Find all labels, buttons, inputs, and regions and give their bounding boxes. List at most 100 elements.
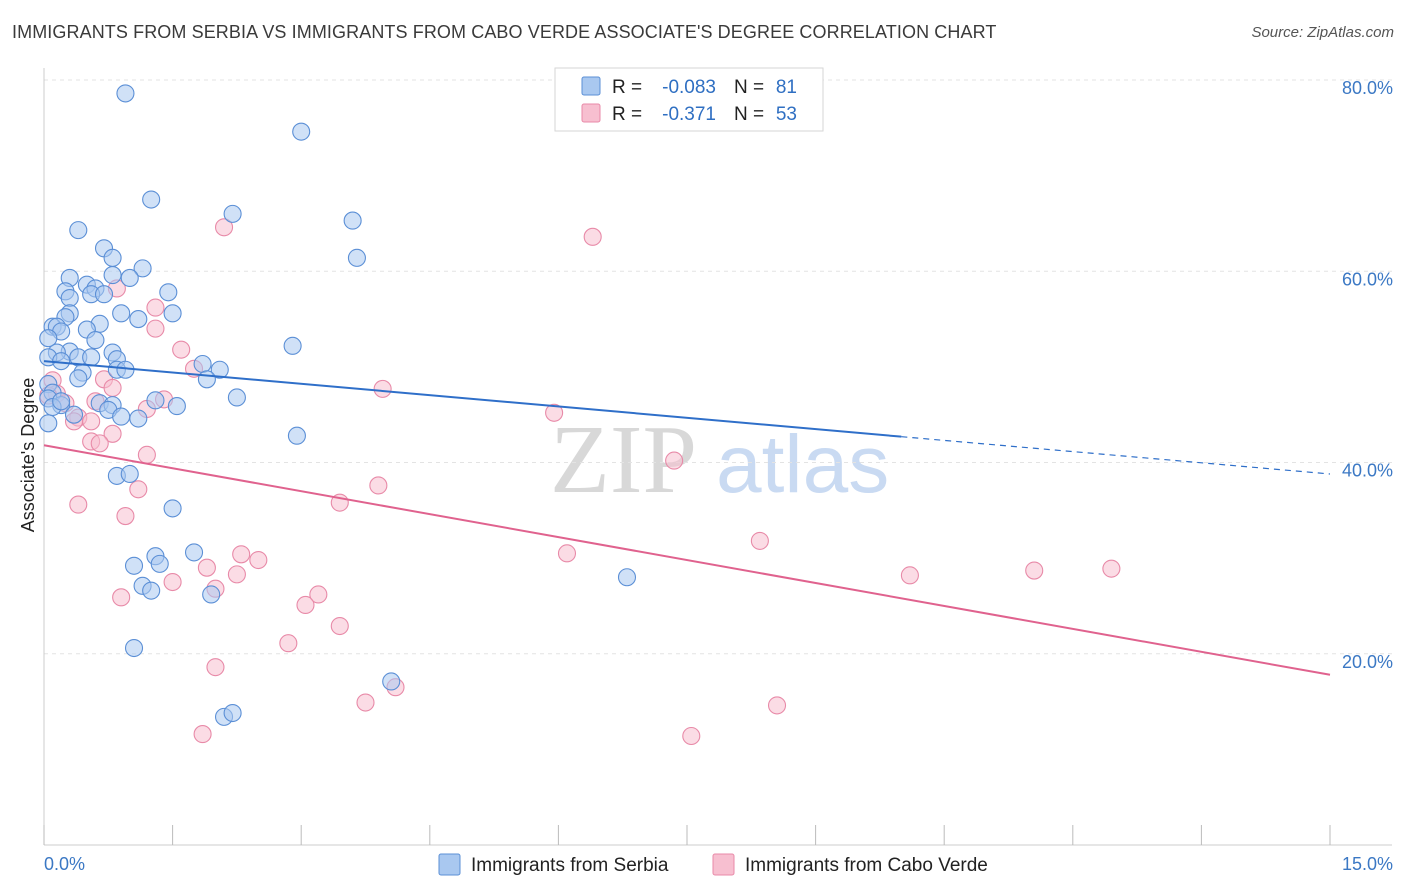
chart-title: IMMIGRANTS FROM SERBIA VS IMMIGRANTS FRO… bbox=[12, 22, 997, 42]
caboverde-point bbox=[103, 424, 122, 443]
serbia-point bbox=[39, 414, 58, 433]
serbia-point bbox=[223, 204, 242, 223]
trend-lines bbox=[43, 360, 1331, 676]
caboverde-point bbox=[82, 412, 101, 431]
serbia-point bbox=[347, 248, 366, 267]
serbia-point bbox=[343, 211, 362, 230]
serbia-point bbox=[86, 331, 105, 350]
legend-r-label-caboverde: R = bbox=[612, 104, 642, 125]
y-tick-label: 20.0% bbox=[1342, 652, 1393, 672]
legend-n-label-serbia: N = bbox=[734, 77, 764, 98]
bottom-legend-swatch-caboverde bbox=[712, 853, 735, 876]
serbia-point bbox=[150, 554, 169, 573]
caboverde-point bbox=[750, 531, 769, 550]
caboverde-point bbox=[146, 298, 165, 317]
caboverde-point bbox=[214, 218, 234, 237]
serbia-point bbox=[60, 288, 79, 308]
caboverde-point bbox=[900, 566, 919, 585]
gridlines bbox=[44, 79, 1392, 655]
serbia-point bbox=[210, 360, 229, 379]
legend-r-value-caboverde: -0.371 bbox=[662, 104, 716, 125]
legend-r-label-serbia: R = bbox=[612, 77, 642, 98]
y-tick-label: 80.0% bbox=[1342, 78, 1393, 98]
caboverde-point bbox=[227, 565, 246, 584]
caboverde-point bbox=[103, 378, 122, 397]
caboverde-point bbox=[193, 725, 212, 744]
serbia-point bbox=[103, 266, 122, 285]
serbia-point bbox=[52, 392, 71, 411]
serbia-point bbox=[197, 370, 216, 389]
serbia-point bbox=[146, 391, 165, 410]
y-tick-label: 40.0% bbox=[1342, 461, 1393, 481]
x-tick-label-min: 0.0% bbox=[44, 854, 85, 874]
caboverde-point bbox=[369, 476, 388, 495]
legend-swatch-caboverde bbox=[581, 103, 601, 123]
serbia-point bbox=[69, 369, 88, 388]
serbia-point bbox=[287, 426, 306, 445]
serbia-point bbox=[129, 310, 148, 329]
y-tick-label: 60.0% bbox=[1342, 269, 1393, 289]
y-axis-title: Associate's Degree bbox=[18, 378, 38, 533]
serbia-points bbox=[39, 84, 782, 726]
legend-n-label-caboverde: N = bbox=[734, 104, 764, 125]
legend-swatch-serbia bbox=[581, 76, 601, 96]
caboverde-point bbox=[137, 445, 156, 464]
serbia-point bbox=[163, 304, 182, 323]
serbia-point bbox=[116, 84, 135, 103]
legend-n-value-caboverde: 53 bbox=[776, 104, 797, 125]
serbia-point bbox=[167, 397, 186, 416]
serbia-point bbox=[69, 221, 88, 240]
caboverde-point bbox=[172, 340, 191, 359]
serbia-point bbox=[163, 499, 182, 518]
caboverde-point bbox=[545, 403, 564, 422]
serbia-trend-extension bbox=[901, 436, 1331, 475]
serbia-point bbox=[120, 464, 139, 484]
serbia-point bbox=[382, 672, 401, 691]
caboverde-point bbox=[356, 693, 375, 712]
caboverde-point bbox=[197, 558, 216, 577]
caboverde-point bbox=[249, 550, 268, 570]
serbia-point bbox=[112, 304, 131, 323]
caboverde-point bbox=[206, 658, 225, 677]
serbia-point bbox=[94, 285, 114, 304]
caboverde-point bbox=[116, 506, 135, 526]
caboverde-point bbox=[232, 545, 251, 564]
serbia-point bbox=[223, 703, 242, 723]
caboverde-point bbox=[767, 696, 787, 715]
caboverde-point bbox=[163, 572, 182, 592]
serbia-point bbox=[82, 348, 101, 367]
legend-r-value-serbia: -0.083 bbox=[662, 77, 716, 98]
caboverde-point bbox=[682, 726, 701, 746]
serbia-point bbox=[103, 248, 122, 267]
x-tick-label-max: 15.0% bbox=[1342, 854, 1393, 874]
series-legend: Immigrants from Serbia Immigrants from C… bbox=[438, 853, 988, 876]
serbia-point bbox=[129, 409, 148, 428]
serbia-point bbox=[184, 543, 204, 562]
caboverde-point bbox=[583, 227, 602, 246]
caboverde-point bbox=[69, 495, 88, 514]
serbia-point bbox=[124, 556, 144, 575]
serbia-point bbox=[39, 329, 58, 348]
caboverde-point bbox=[112, 588, 131, 607]
watermark-atlas: atlas bbox=[716, 419, 889, 510]
serbia-point bbox=[120, 268, 139, 287]
serbia-point bbox=[283, 336, 302, 355]
legend-n-value-serbia: 81 bbox=[776, 77, 797, 98]
serbia-point bbox=[112, 407, 131, 426]
serbia-point bbox=[142, 581, 161, 600]
caboverde-point bbox=[373, 379, 392, 398]
bottom-legend-swatch-serbia bbox=[438, 853, 461, 876]
serbia-point bbox=[159, 283, 178, 302]
caboverde-point bbox=[129, 480, 148, 499]
caboverde-point bbox=[1102, 559, 1121, 578]
caboverde-point bbox=[557, 544, 577, 563]
caboverde-point bbox=[90, 434, 109, 453]
serbia-point bbox=[124, 638, 144, 658]
caboverde-point bbox=[330, 616, 349, 636]
bottom-legend-caboverde: Immigrants from Cabo Verde bbox=[745, 855, 988, 876]
axes: 20.0% 40.0% 60.0% 80.0% bbox=[43, 68, 1393, 846]
serbia-point bbox=[227, 388, 246, 407]
serbia-point bbox=[193, 354, 212, 374]
caboverde-point bbox=[665, 451, 684, 470]
